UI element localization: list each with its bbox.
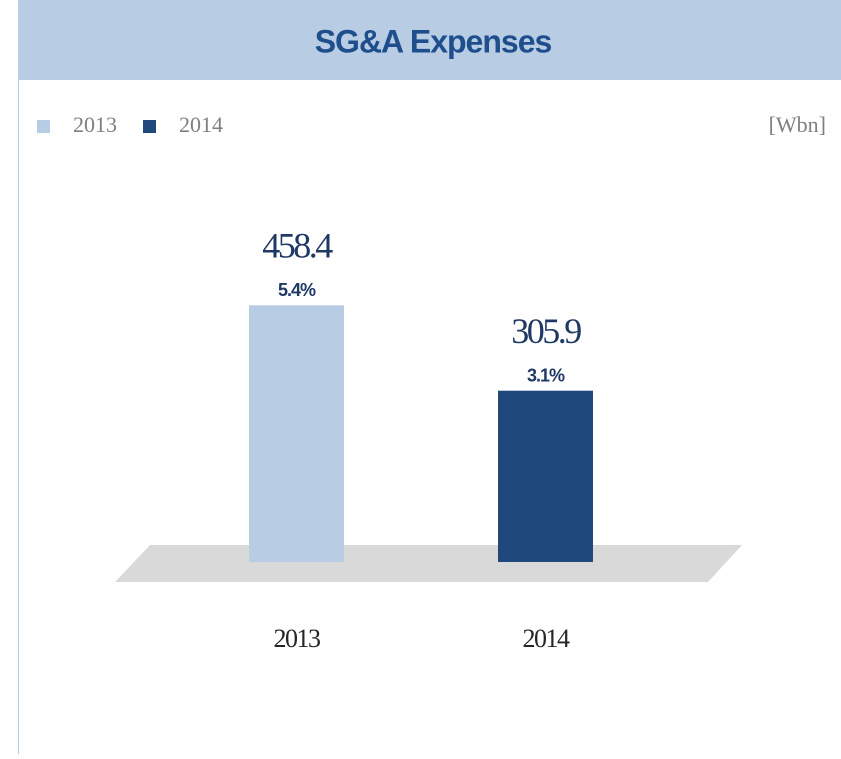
value-label: 305.9 (511, 311, 581, 351)
x-tick-label: 2013 (274, 624, 321, 653)
ratio-label: 3.1% (527, 365, 565, 385)
bar (249, 305, 344, 562)
unit-label: [Wbn] (769, 112, 826, 137)
legend-swatch (143, 120, 156, 133)
header-band (18, 0, 841, 80)
x-tick-label: 2014 (523, 624, 571, 653)
floor (115, 545, 742, 582)
legend-swatch (37, 120, 50, 133)
bar (498, 390, 593, 562)
chart-title: SG&A Expenses (315, 23, 552, 59)
value-label: 458.4 (262, 226, 333, 266)
ratio-label: 5.4% (278, 280, 316, 300)
legend-label: 2013 (73, 112, 117, 137)
legend-label: 2014 (179, 112, 223, 137)
